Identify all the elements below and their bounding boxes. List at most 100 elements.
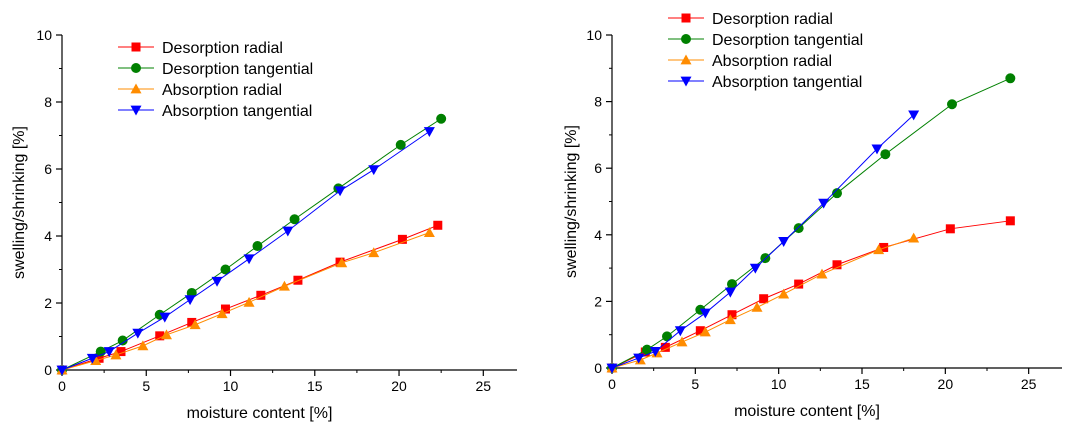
data-point — [778, 237, 790, 247]
data-point — [832, 260, 842, 270]
y-tick-label: 2 — [44, 295, 52, 311]
y-tick-label: 0 — [594, 360, 602, 376]
data-point — [187, 317, 197, 327]
data-point — [282, 226, 294, 237]
data-point — [724, 314, 736, 325]
data-point — [368, 247, 380, 258]
x-tick-label: 5 — [142, 378, 150, 394]
y-tick-label: 2 — [594, 293, 602, 309]
series-line — [611, 77, 1011, 369]
x-tick-label: 15 — [854, 376, 870, 392]
data-point — [117, 335, 128, 346]
data-point — [649, 346, 661, 357]
data-point — [642, 344, 652, 355]
data-point — [945, 224, 955, 234]
legend-marker — [130, 83, 142, 94]
data-point — [879, 242, 889, 252]
data-point — [699, 308, 711, 319]
x-tick-label: 5 — [691, 376, 699, 392]
data-point — [724, 287, 736, 298]
data-point — [873, 244, 885, 255]
y-axis-label: swelling/shrinking [%] — [563, 125, 580, 278]
data-point — [220, 264, 231, 275]
data-point — [243, 296, 255, 307]
legend-label: Desorption radial — [162, 40, 283, 57]
data-point — [751, 301, 763, 312]
x-tick-label: 10 — [223, 378, 239, 394]
y-tick-label: 10 — [36, 27, 52, 43]
data-point — [759, 294, 769, 304]
series-triangle-down — [56, 127, 435, 376]
x-tick-label: 25 — [1021, 376, 1037, 392]
data-point — [211, 276, 223, 287]
legend-marker — [681, 13, 691, 23]
data-point — [278, 280, 290, 291]
data-point — [110, 349, 122, 360]
data-point — [397, 234, 407, 244]
y-tick-label: 8 — [594, 94, 602, 110]
legend-label: Desorption tangential — [712, 32, 863, 49]
chart-panel-1: 0 5 10 15 20 25 0 2 4 6 8 10 moisture content [%] swe… — [11, 27, 517, 422]
data-point — [184, 295, 196, 306]
y-axis-label: swelling/shrinking [%] — [11, 126, 28, 279]
data-point — [793, 223, 804, 234]
legend-marker — [131, 63, 141, 73]
data-point — [908, 110, 920, 121]
data-point — [395, 139, 406, 150]
y-tick-label: 10 — [586, 27, 602, 43]
data-point — [633, 353, 645, 364]
data-point — [189, 319, 201, 330]
data-point — [132, 328, 144, 339]
data-point — [155, 331, 165, 341]
data-point — [727, 310, 737, 320]
data-point — [137, 340, 149, 351]
data-point — [660, 342, 670, 352]
x-tick-label: 20 — [391, 378, 407, 394]
series-line — [61, 118, 442, 371]
data-point — [699, 326, 711, 337]
x-tick-label: 20 — [938, 376, 954, 392]
x-tick-label: 10 — [771, 376, 787, 392]
x-tick-label: 15 — [307, 378, 323, 394]
x-tick-label: 25 — [476, 378, 492, 394]
data-point — [778, 288, 790, 299]
data-point — [816, 268, 828, 279]
legend-marker — [131, 42, 141, 52]
data-point — [160, 329, 172, 340]
legend: Desorption radial Desorption tangential Ab… — [668, 11, 863, 91]
x-axis-label: moisture content [%] — [187, 405, 333, 422]
data-point — [662, 331, 672, 342]
y-tick-label: 4 — [44, 228, 52, 244]
series-line — [611, 114, 915, 369]
data-point — [368, 165, 380, 176]
legend-label: Absorption radial — [712, 53, 832, 70]
data-point — [880, 149, 891, 160]
data-point — [1005, 73, 1016, 84]
data-point — [220, 304, 230, 314]
y-tick-label: 0 — [44, 362, 52, 378]
data-point — [116, 347, 126, 357]
data-point — [908, 232, 920, 243]
data-point — [252, 241, 263, 252]
x-axis-label: moisture content [%] — [734, 403, 880, 420]
data-point — [86, 353, 98, 364]
data-point — [794, 279, 804, 289]
series-line — [611, 220, 1011, 369]
data-point — [749, 263, 761, 274]
data-point — [818, 198, 830, 209]
data-point — [436, 113, 447, 124]
data-point — [727, 279, 737, 290]
series-circle — [607, 73, 1016, 373]
data-point — [289, 214, 300, 225]
series-triangle-down — [606, 110, 920, 374]
data-point — [674, 326, 686, 337]
legend-marker — [681, 34, 691, 44]
x-tick-label: 0 — [58, 378, 66, 394]
data-point — [606, 363, 618, 374]
data-point — [433, 220, 443, 230]
x-tick-label: 0 — [608, 376, 616, 392]
y-tick-label: 8 — [44, 94, 52, 110]
data-point — [256, 290, 266, 300]
data-point — [159, 312, 171, 323]
